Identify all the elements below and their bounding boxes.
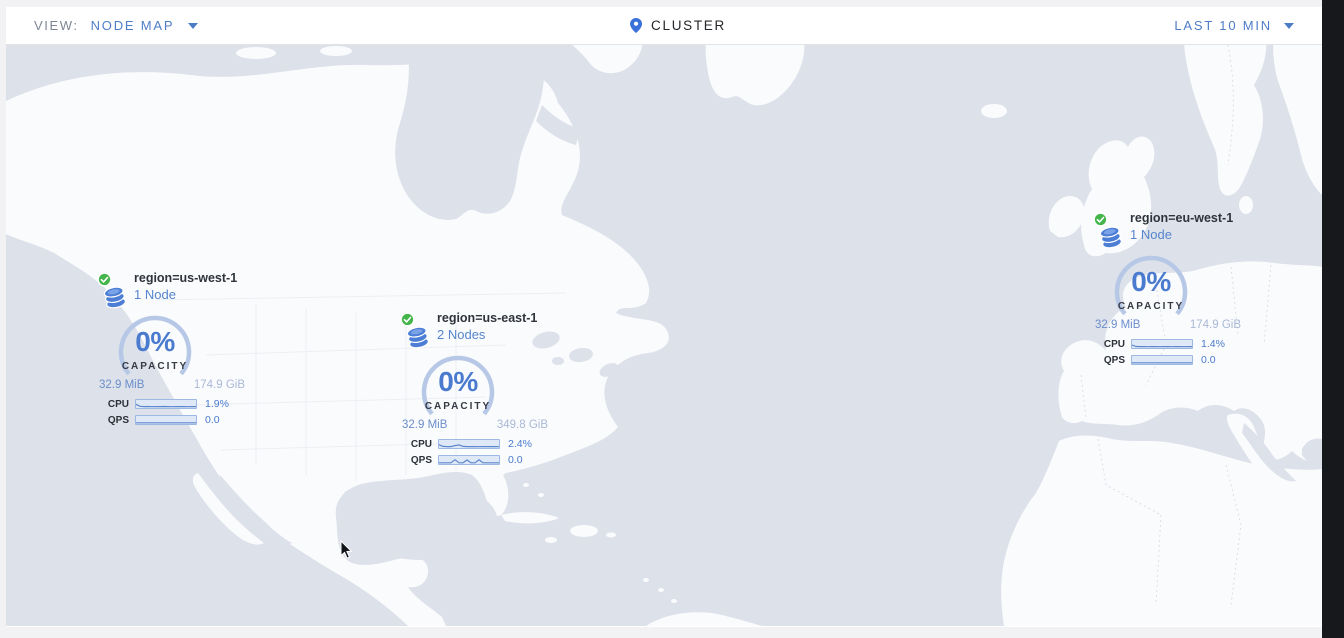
cpu-label: CPU xyxy=(410,438,432,450)
qps-value: 0.0 xyxy=(205,414,220,426)
capacity-total: 349.8 GiB xyxy=(496,419,548,431)
database-icon xyxy=(406,326,429,349)
region-marker[interactable]: region=eu-west-1 1 Node 0% CAPACITY 32.9… xyxy=(1093,210,1245,370)
view-label: VIEW: xyxy=(34,18,79,33)
capacity-values: 32.9 MiB 174.9 GiB xyxy=(1095,319,1241,331)
qps-label: QPS xyxy=(107,414,129,426)
region-label: region=eu-west-1 xyxy=(1130,211,1234,225)
qps-sparkline-bar xyxy=(438,455,500,465)
qps-row: QPS 0.0 xyxy=(97,414,220,426)
qps-sparkline-bar xyxy=(1131,355,1193,365)
chevron-down-icon xyxy=(188,22,199,29)
cpu-value: 1.4% xyxy=(1201,338,1225,350)
map-pin-icon xyxy=(630,18,643,33)
healthy-check-icon xyxy=(1093,212,1108,227)
cpu-sparkline-bar xyxy=(438,439,500,449)
region-marker[interactable]: region=us-east-1 2 Nodes 0% CAPACITY 32.… xyxy=(400,310,552,470)
capacity-used: 32.9 MiB xyxy=(402,419,448,431)
topbar: VIEW: NODE MAP CLUSTER LAST 10 MIN xyxy=(6,7,1322,45)
healthy-check-icon xyxy=(400,312,415,327)
region-marker[interactable]: region=us-west-1 1 Node 0% CAPACITY 32.9… xyxy=(97,270,249,430)
view-value: NODE MAP xyxy=(90,18,175,33)
time-range-dropdown[interactable]: LAST 10 MIN xyxy=(1174,18,1294,33)
cpu-label: CPU xyxy=(107,398,129,410)
cpu-row: CPU 1.9% xyxy=(97,398,229,410)
world-map-svg xyxy=(6,45,1322,626)
region-label: region=us-west-1 xyxy=(134,271,238,285)
desktop-background-edge xyxy=(1322,0,1344,638)
qps-label: QPS xyxy=(410,454,432,466)
region-label: region=us-east-1 xyxy=(437,311,538,325)
capacity-caption: CAPACITY xyxy=(1117,301,1185,312)
capacity-percent: 0% xyxy=(1131,266,1171,297)
qps-value: 0.0 xyxy=(508,454,523,466)
cpu-sparkline-bar xyxy=(135,399,197,409)
view-dropdown[interactable]: VIEW: NODE MAP xyxy=(34,18,199,33)
database-icon xyxy=(1099,226,1122,249)
cluster-breadcrumb[interactable]: CLUSTER xyxy=(630,18,726,33)
capacity-gauge-arc xyxy=(1114,255,1188,316)
time-range-label: LAST 10 MIN xyxy=(1174,18,1272,33)
node-count-label: 2 Nodes xyxy=(437,327,486,342)
capacity-percent: 0% xyxy=(135,326,175,357)
capacity-used: 32.9 MiB xyxy=(99,379,145,391)
qps-row: QPS 0.0 xyxy=(400,454,523,466)
qps-label: QPS xyxy=(1103,354,1125,366)
cpu-sparkline-bar xyxy=(1131,339,1193,349)
capacity-percent: 0% xyxy=(438,366,478,397)
mouse-cursor xyxy=(340,540,353,559)
capacity-values: 32.9 MiB 349.8 GiB xyxy=(402,419,548,431)
node-count-label: 1 Node xyxy=(134,287,176,302)
capacity-gauge-arc xyxy=(118,315,192,376)
qps-sparkline-bar xyxy=(135,415,197,425)
capacity-caption: CAPACITY xyxy=(121,361,189,372)
capacity-caption: CAPACITY xyxy=(424,401,492,412)
world-map[interactable]: region=us-west-1 1 Node 0% CAPACITY 32.9… xyxy=(6,45,1322,626)
cpu-value: 2.4% xyxy=(508,438,532,450)
capacity-total: 174.9 GiB xyxy=(1189,319,1241,331)
capacity-used: 32.9 MiB xyxy=(1095,319,1141,331)
healthy-check-icon xyxy=(97,272,112,287)
database-icon xyxy=(103,286,126,309)
cpu-value: 1.9% xyxy=(205,398,229,410)
capacity-gauge-arc xyxy=(421,355,495,416)
node-map-app: VIEW: NODE MAP CLUSTER LAST 10 MIN xyxy=(6,7,1322,627)
chevron-down-icon xyxy=(1284,22,1294,29)
qps-row: QPS 0.0 xyxy=(1093,354,1216,366)
cpu-label: CPU xyxy=(1103,338,1125,350)
capacity-values: 32.9 MiB 174.9 GiB xyxy=(99,379,245,391)
capacity-total: 174.9 GiB xyxy=(193,379,245,391)
cluster-label: CLUSTER xyxy=(651,18,726,33)
node-count-label: 1 Node xyxy=(1130,227,1172,242)
cpu-row: CPU 2.4% xyxy=(400,438,532,450)
cpu-row: CPU 1.4% xyxy=(1093,338,1225,350)
qps-value: 0.0 xyxy=(1201,354,1216,366)
